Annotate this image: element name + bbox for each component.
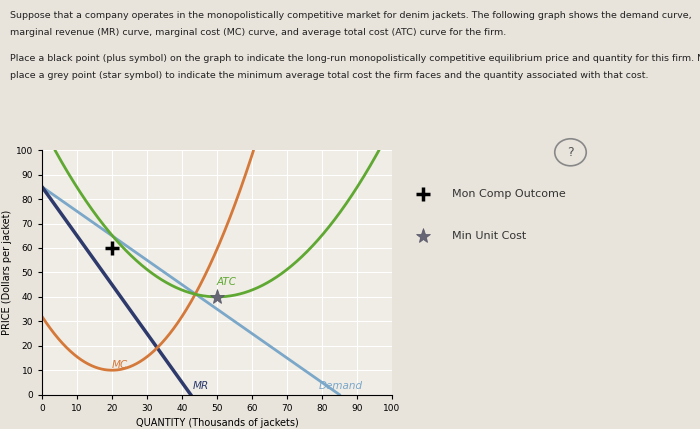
- Y-axis label: PRICE (Dollars per jacket): PRICE (Dollars per jacket): [1, 210, 12, 335]
- Text: MC: MC: [112, 360, 128, 370]
- Text: Min Unit Cost: Min Unit Cost: [452, 231, 526, 241]
- Text: Suppose that a company operates in the monopolistically competitive market for d: Suppose that a company operates in the m…: [10, 11, 692, 20]
- Text: place a grey point (star symbol) to indicate the minimum average total cost the : place a grey point (star symbol) to indi…: [10, 71, 649, 80]
- Text: MR: MR: [193, 381, 209, 390]
- Text: ATC: ATC: [217, 277, 237, 287]
- Text: marginal revenue (MR) curve, marginal cost (MC) curve, and average total cost (A: marginal revenue (MR) curve, marginal co…: [10, 28, 507, 37]
- X-axis label: QUANTITY (Thousands of jackets): QUANTITY (Thousands of jackets): [136, 418, 298, 428]
- Text: ?: ?: [567, 146, 574, 160]
- Text: Mon Comp Outcome: Mon Comp Outcome: [452, 189, 566, 199]
- Text: Demand: Demand: [318, 381, 363, 390]
- Text: Place a black point (plus symbol) on the graph to indicate the long-run monopoli: Place a black point (plus symbol) on the…: [10, 54, 700, 63]
